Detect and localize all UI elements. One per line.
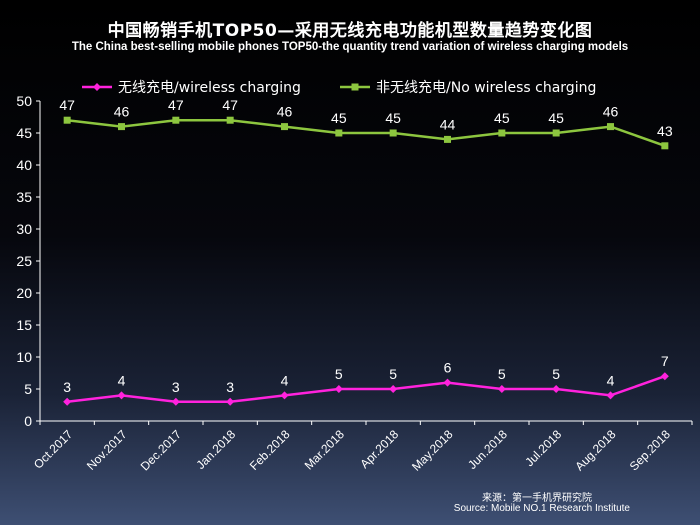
legend-marker (351, 83, 359, 91)
data-point (281, 123, 288, 131)
data-label: 6 (444, 360, 452, 376)
chart-title: 中国畅销手机TOP50—采用无线充电功能机型数量趋势变化图 (107, 21, 593, 41)
data-point (117, 391, 126, 400)
x-tick-label: Jul.2018 (522, 427, 564, 469)
x-tick-label: Oct.2017 (31, 427, 76, 472)
data-label: 4 (281, 372, 289, 388)
x-tick-label: May.2018 (409, 427, 456, 474)
x-tick-label: Jun.2018 (465, 427, 510, 472)
series-line (67, 375, 666, 404)
legend-label: 非无线充电/No wireless charging (376, 80, 596, 96)
data-label: 45 (385, 110, 401, 126)
y-tick-label: 50 (16, 93, 32, 109)
x-tick-label: Mar.2018 (302, 427, 348, 473)
data-point (63, 116, 71, 124)
y-tick-label: 30 (16, 221, 32, 237)
data-label: 45 (331, 110, 347, 126)
data-point (280, 391, 289, 400)
data-label: 5 (552, 366, 560, 382)
legend-label: 无线充电/wireless charging (118, 80, 301, 96)
data-point (63, 397, 72, 406)
y-tick-label: 10 (16, 349, 32, 365)
data-label: 43 (657, 123, 673, 139)
data-point (661, 142, 669, 150)
data-point (660, 372, 669, 381)
data-point (171, 397, 180, 406)
data-point (443, 378, 452, 387)
x-tick-label: Nov.2017 (84, 427, 130, 473)
data-point (335, 129, 343, 137)
data-label: 3 (226, 379, 234, 395)
data-label: 3 (63, 379, 71, 395)
data-point (389, 129, 397, 137)
data-label: 3 (172, 379, 180, 395)
data-point (334, 385, 343, 393)
y-tick-label: 45 (16, 125, 32, 141)
data-point (607, 123, 614, 131)
data-point (226, 397, 235, 406)
data-label: 46 (603, 104, 619, 120)
x-tick-label: Aug.2018 (572, 427, 618, 473)
data-label: 7 (661, 353, 669, 369)
data-label: 4 (118, 372, 126, 388)
data-point (552, 385, 561, 393)
series-line (67, 118, 666, 147)
x-tick-label: Sep.2018 (627, 427, 673, 473)
data-label: 47 (59, 97, 75, 113)
y-tick-label: 35 (16, 189, 32, 205)
data-point (606, 391, 615, 400)
y-tick-label: 0 (24, 413, 32, 429)
source-cn: 来源：第一手机界研究院 (482, 493, 592, 504)
source-en: Source: Mobile NO.1 Research Institute (453, 503, 630, 514)
data-label: 45 (494, 110, 510, 126)
data-point (226, 116, 234, 124)
y-tick-label: 15 (16, 317, 32, 333)
data-point (118, 123, 125, 131)
y-tick-label: 25 (16, 253, 32, 269)
chart-subtitle: The China best-selling mobile phones TOP… (71, 41, 629, 53)
x-tick-label: Dec.2017 (138, 427, 184, 473)
data-label: 4 (607, 372, 615, 388)
data-label: 47 (222, 97, 238, 113)
legend-marker (93, 83, 101, 91)
data-point (172, 116, 180, 124)
data-point (497, 385, 506, 393)
data-point (498, 129, 506, 137)
y-tick-label: 40 (16, 157, 32, 173)
y-tick-label: 20 (16, 285, 32, 301)
x-tick-label: Feb.2018 (247, 427, 293, 473)
x-tick-label: Apr.2018 (357, 427, 401, 471)
data-point (389, 385, 398, 393)
data-point (444, 135, 451, 143)
x-tick-label: Jan.2018 (193, 427, 238, 472)
data-label: 45 (548, 110, 564, 126)
data-label: 5 (389, 366, 397, 382)
data-point (552, 129, 560, 137)
y-tick-label: 5 (24, 381, 32, 397)
data-label: 47 (168, 97, 184, 113)
data-label: 46 (277, 104, 293, 120)
data-label: 5 (335, 366, 343, 382)
data-label: 44 (440, 116, 456, 132)
data-label: 5 (498, 366, 506, 382)
data-label: 46 (114, 104, 130, 120)
